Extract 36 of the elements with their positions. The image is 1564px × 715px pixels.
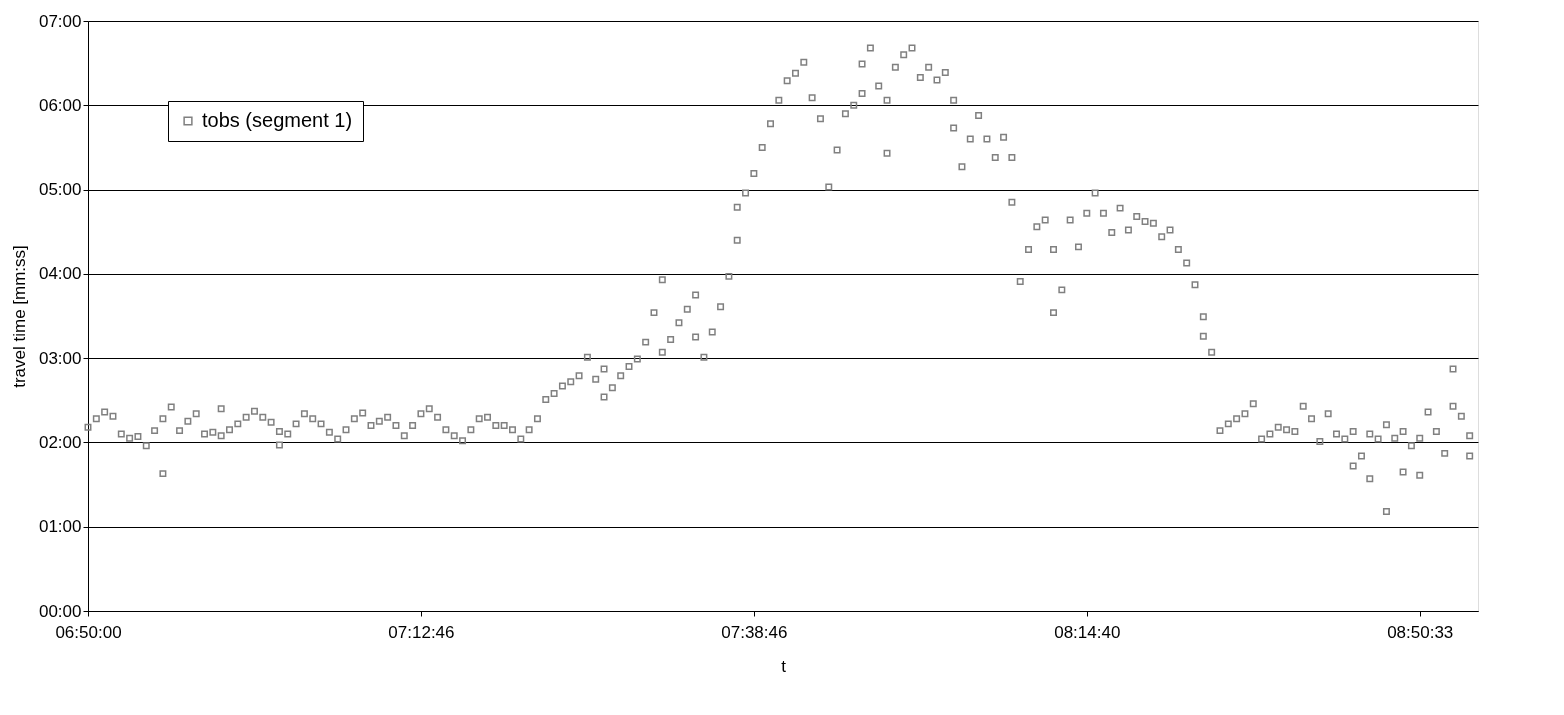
point [692,333,700,341]
x-tick-label: 07:12:46 [388,622,455,642]
y-tick-label: 02:00 [38,432,82,452]
point [858,90,866,97]
point [1008,154,1016,162]
point [1449,365,1457,373]
point [1466,452,1474,460]
y-axis-title: travel time [mm:ss] [9,245,29,388]
x-tick-label: 07:38:46 [721,622,788,642]
point [1199,332,1207,340]
x-tick-label: 06:50:00 [55,622,122,642]
point [275,441,283,449]
point [159,470,167,478]
point [1382,508,1390,516]
point [600,365,608,373]
point [1050,309,1057,317]
point [1366,475,1374,483]
legend-label: tobs (segment 1) [202,109,353,131]
point [733,203,741,211]
y-tick-label: 04:00 [38,264,82,284]
point [658,348,666,356]
point [883,149,891,157]
point [1416,471,1424,479]
point [1349,462,1357,470]
point [217,405,225,413]
point [950,124,958,132]
y-tick-label: 06:00 [38,95,82,115]
y-tick-label: 00:00 [38,601,82,621]
y-tick-label: 05:00 [38,180,82,200]
point [1399,468,1407,476]
x-tick-label: 08:50:33 [1387,622,1454,642]
y-tick-label: 07:00 [38,11,82,31]
y-tick-label: 01:00 [38,517,82,537]
x-axis-title: t [781,656,787,676]
x-tick-label: 08:14:40 [1054,622,1121,642]
y-tick-label: 03:00 [38,348,82,368]
